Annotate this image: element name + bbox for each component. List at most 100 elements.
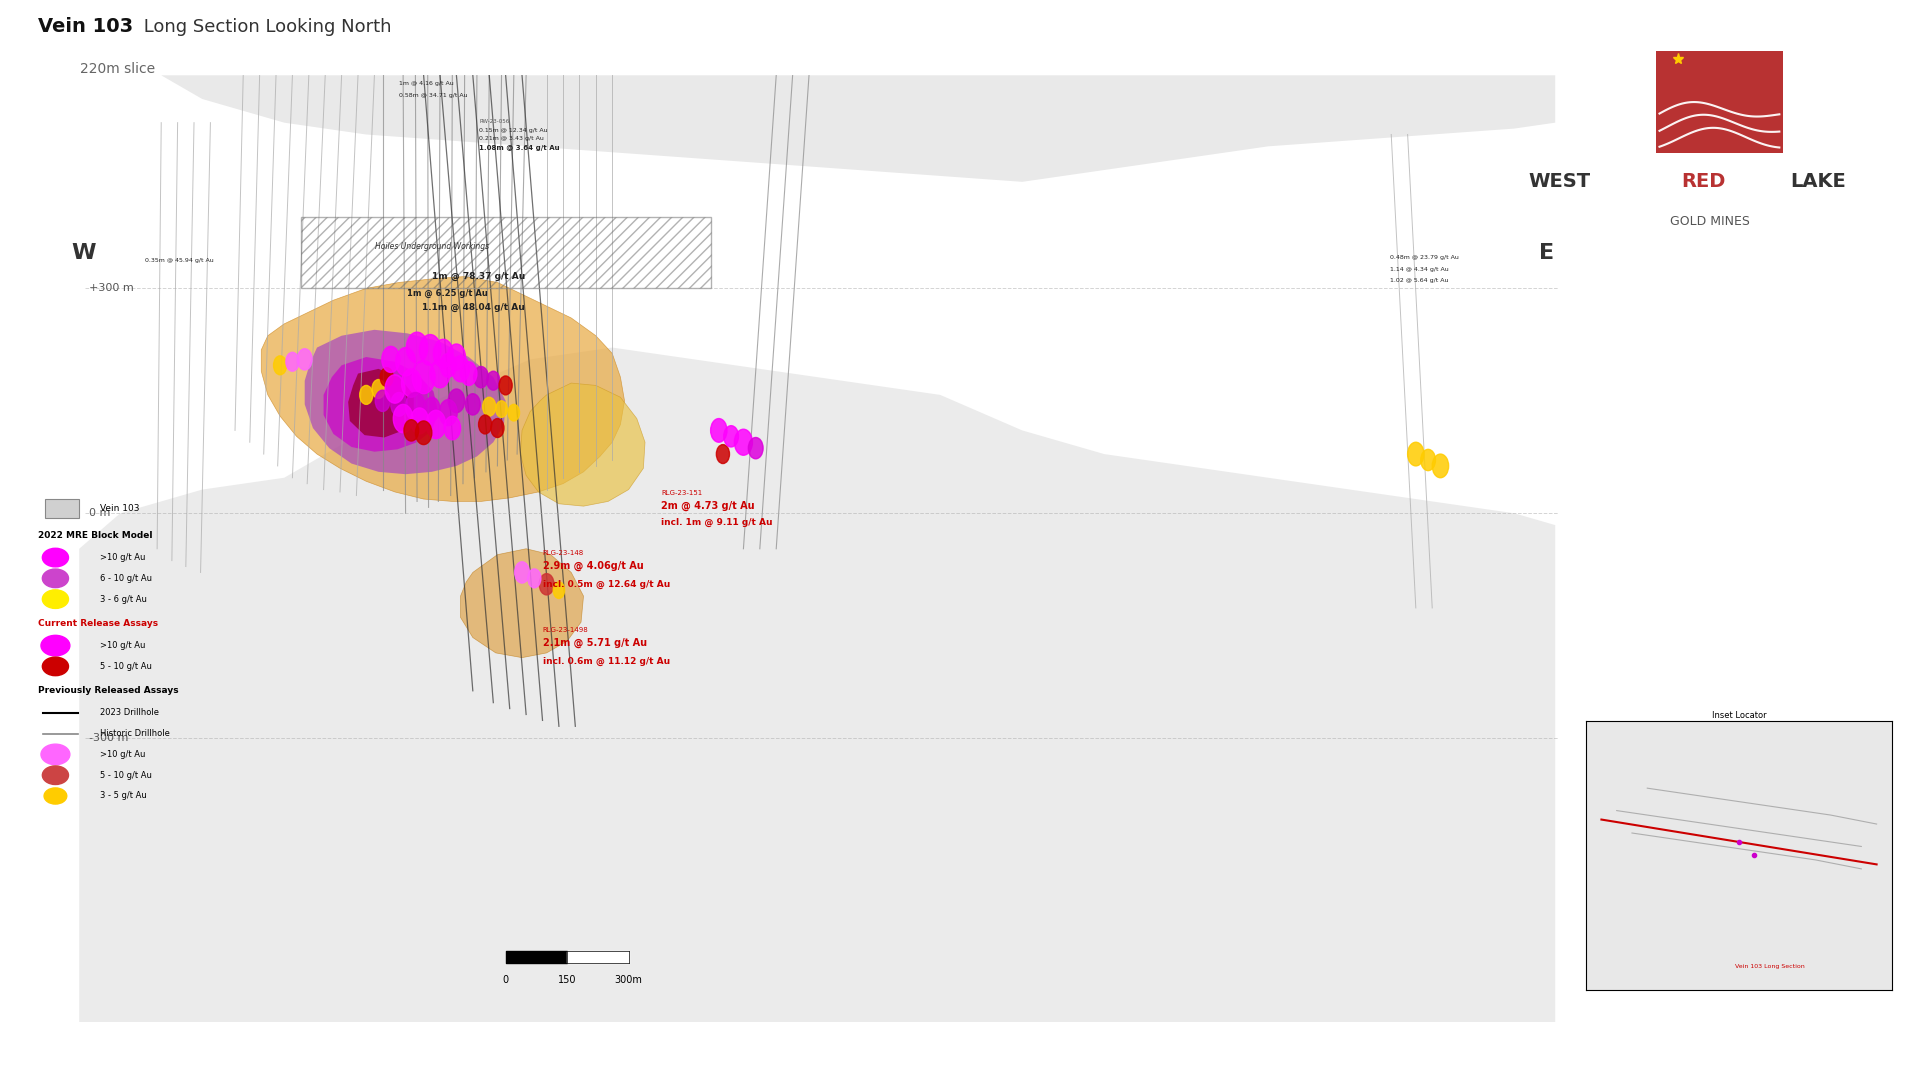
Circle shape [424,397,440,421]
Circle shape [42,590,69,608]
Text: W: W [71,243,96,263]
Circle shape [42,766,69,784]
Circle shape [405,393,426,421]
Circle shape [430,359,449,387]
Circle shape [42,549,69,567]
Circle shape [375,391,390,411]
Text: +300 m: +300 m [90,283,134,294]
Text: GOLD MINES: GOLD MINES [1670,215,1750,228]
Circle shape [401,369,420,397]
Text: >10 g/t Au: >10 g/t Au [99,553,145,562]
Text: RW-23-056: RW-23-056 [480,118,510,124]
Text: RLG-23-1498: RLG-23-1498 [543,626,589,633]
Circle shape [749,438,762,458]
Circle shape [382,346,399,372]
Polygon shape [262,277,625,501]
Text: Previously Released Assays: Previously Released Assays [38,686,180,695]
Text: incl. 1m @ 9.11 g/t Au: incl. 1m @ 9.11 g/t Au [661,518,772,527]
Text: 0.58m @ 34.71 g/t Au: 0.58m @ 34.71 g/t Au [399,93,468,98]
Text: 2.1m @ 5.71 g/t Au: 2.1m @ 5.71 g/t Au [543,638,646,648]
Circle shape [411,408,428,434]
Text: LAKE: LAKE [1791,172,1846,192]
Text: 0.21m @ 3.43 g/t Au: 0.21m @ 3.43 g/t Au [480,137,545,141]
Circle shape [420,335,441,365]
Circle shape [734,429,753,455]
Polygon shape [348,369,415,438]
Circle shape [380,368,394,386]
Polygon shape [323,357,438,452]
Text: -300 m: -300 m [90,733,128,744]
Circle shape [495,400,506,417]
Circle shape [44,788,67,804]
Text: 1.02 @ 5.64 g/t Au: 1.02 @ 5.64 g/t Au [1389,279,1449,283]
Circle shape [491,419,505,438]
Circle shape [466,394,480,415]
Polygon shape [461,549,583,657]
Circle shape [552,582,564,598]
Text: 150: 150 [558,975,577,985]
Text: 3 - 6 g/t Au: 3 - 6 g/t Au [99,595,147,604]
Circle shape [449,388,464,412]
Text: 2.9m @ 4.06g/t Au: 2.9m @ 4.06g/t Au [543,561,644,571]
Text: Current Release Assays: Current Release Assays [38,619,159,628]
Circle shape [724,426,738,447]
Circle shape [539,574,554,595]
Circle shape [440,353,457,377]
Circle shape [461,362,478,385]
Circle shape [407,332,428,363]
Text: >10 g/t Au: >10 g/t Au [99,750,145,759]
Text: incl. 0.5m @ 12.64 g/t Au: incl. 0.5m @ 12.64 g/t Au [543,580,669,589]
Circle shape [443,416,461,440]
Text: Vein 103: Vein 103 [38,17,134,37]
Text: 6 - 10 g/t Au: 6 - 10 g/t Au [99,574,153,583]
Circle shape [447,344,466,370]
Circle shape [1408,442,1424,466]
Circle shape [386,374,405,404]
Text: WEST: WEST [1529,172,1592,192]
Circle shape [42,569,69,587]
Text: 5 - 10 g/t Au: 5 - 10 g/t Au [99,662,153,671]
Circle shape [426,410,445,439]
Text: 0.35m @ 45.94 g/t Au: 0.35m @ 45.94 g/t Au [145,258,214,264]
Circle shape [273,356,287,374]
Text: 5 - 10 g/t Au: 5 - 10 g/t Au [99,770,153,780]
Text: Historic Drillhole: Historic Drillhole [99,730,170,738]
Circle shape [483,397,495,416]
Circle shape [478,415,491,434]
Circle shape [434,339,453,368]
Text: 0.15m @ 12.34 g/t Au: 0.15m @ 12.34 g/t Au [480,128,548,133]
Circle shape [403,420,419,441]
Circle shape [396,348,415,376]
Circle shape [394,405,413,433]
Text: 1.1m @ 48.04 g/t Au: 1.1m @ 48.04 g/t Au [422,302,526,312]
FancyBboxPatch shape [1655,51,1783,153]
Circle shape [508,405,520,421]
Text: 0.48m @ 23.79 g/t Au: 0.48m @ 23.79 g/t Au [1389,255,1458,259]
Text: RLG-23-148: RLG-23-148 [543,550,583,555]
Text: Hoiles Underground Workings: Hoiles Underground Workings [375,242,489,252]
Circle shape [451,356,470,382]
Text: >10 g/t Au: >10 g/t Au [99,641,145,650]
Polygon shape [161,75,1556,182]
Circle shape [413,360,436,394]
Circle shape [359,385,373,405]
Text: 0 m: 0 m [90,508,111,519]
Text: incl. 0.6m @ 11.12 g/t Au: incl. 0.6m @ 11.12 g/t Au [543,656,669,666]
Circle shape [392,393,407,416]
Polygon shape [304,329,506,475]
Circle shape [298,349,311,370]
Circle shape [514,562,529,583]
Circle shape [440,399,457,426]
Text: 220m slice: 220m slice [80,61,155,76]
Text: 1.08m @ 3.64 g/t Au: 1.08m @ 3.64 g/t Au [480,145,560,151]
Text: 2m @ 4.73 g/t Au: 2m @ 4.73 g/t Au [661,500,755,511]
Text: 1.14 @ 4.34 g/t Au: 1.14 @ 4.34 g/t Au [1389,267,1449,271]
Circle shape [527,569,541,587]
Circle shape [415,421,432,444]
Text: RLG-23-151: RLG-23-151 [661,491,703,496]
Bar [300,217,711,288]
Circle shape [287,352,298,371]
Circle shape [711,419,726,442]
Polygon shape [520,383,646,506]
Text: Vein 103 Long Section: Vein 103 Long Section [1735,963,1804,968]
